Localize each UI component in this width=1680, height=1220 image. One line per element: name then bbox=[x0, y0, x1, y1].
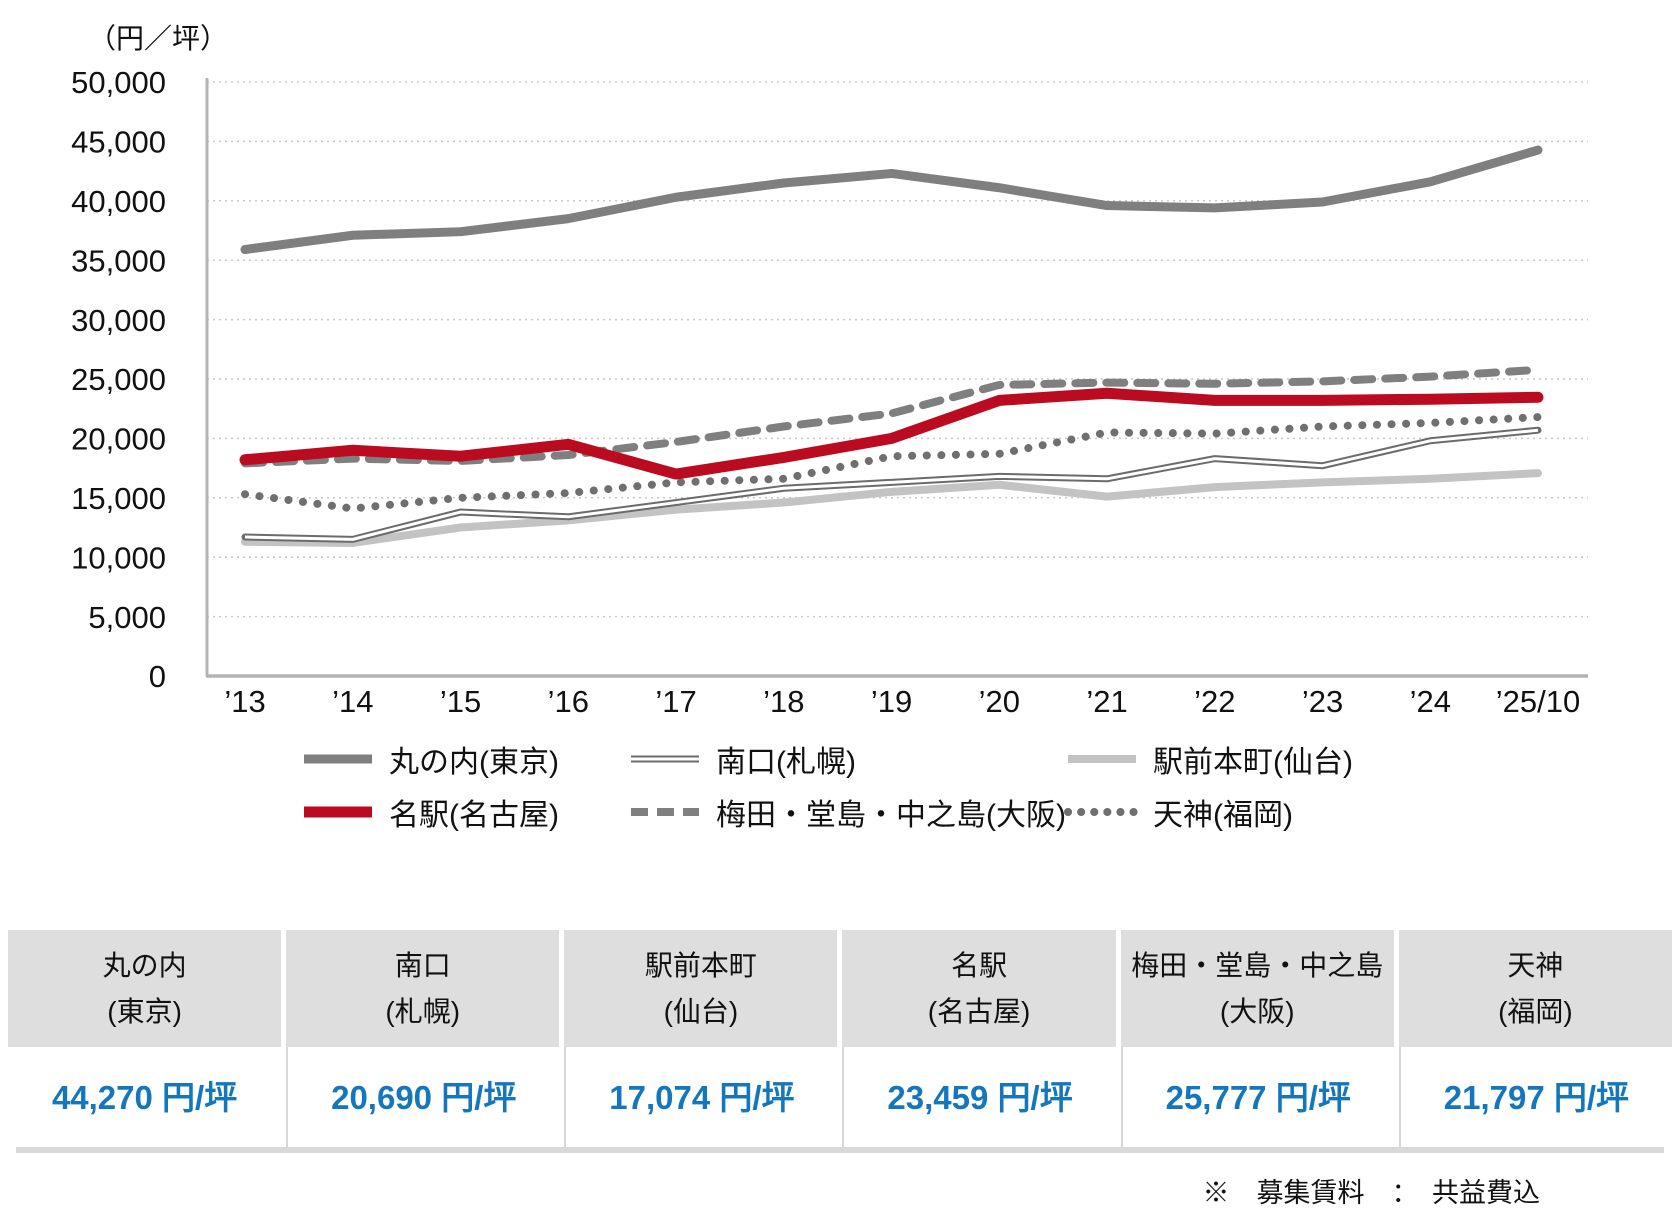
legend-label: 名駅(名古屋) bbox=[389, 798, 559, 832]
svg-text:10,000: 10,000 bbox=[71, 540, 166, 575]
rent-value-minamiguchi: 20,690 円/坪 bbox=[286, 1046, 560, 1147]
legend-item-minamiguchi-sapporo: 南口(札幌) bbox=[627, 737, 1064, 781]
legend-item-ekimaehoncho-sendai: 駅前本町(仙台) bbox=[1064, 737, 1680, 781]
legend-label: 南口(札幌) bbox=[716, 745, 856, 779]
table-bottom-rule bbox=[16, 1146, 1664, 1153]
svg-text:（円／坪）: （円／坪） bbox=[88, 23, 228, 54]
svg-text:20,000: 20,000 bbox=[71, 422, 166, 457]
svg-text:0: 0 bbox=[149, 659, 166, 694]
table-header-tenjin: 天神 (福岡) bbox=[1398, 930, 1672, 1047]
footnote: ※ 募集賃料 ： 共益費込 bbox=[1202, 1177, 1541, 1208]
svg-text:’24: ’24 bbox=[1410, 684, 1451, 719]
svg-text:40,000: 40,000 bbox=[71, 184, 166, 219]
svg-text:35,000: 35,000 bbox=[71, 243, 166, 278]
rent-value-meieki: 23,459 円/坪 bbox=[842, 1046, 1116, 1147]
svg-text:15,000: 15,000 bbox=[71, 481, 166, 516]
legend-item-umeda-dojima-nakanoshima-osaka: 梅田・堂島・中之島(大阪) bbox=[627, 790, 1066, 834]
line-swatch-double-gray bbox=[627, 750, 703, 768]
series-1 bbox=[241, 426, 1542, 543]
table-header-meieki: 名駅 (名古屋) bbox=[842, 930, 1116, 1047]
svg-text:’18: ’18 bbox=[763, 684, 804, 719]
table-header-row: 丸の内 (東京) 南口 (札幌) 駅前本町 (仙台) 名駅 (名古屋) 梅田・堂… bbox=[8, 930, 1672, 1047]
series-3 bbox=[239, 387, 1544, 480]
series-2 bbox=[241, 469, 1542, 547]
legend-label: 天神(福岡) bbox=[1153, 798, 1293, 832]
line-swatch-dashed-gray bbox=[627, 803, 703, 821]
svg-text:’21: ’21 bbox=[1086, 684, 1127, 719]
rent-value-ekimaehoncho: 17,074 円/坪 bbox=[564, 1046, 838, 1147]
rent-value-tenjin: 21,797 円/坪 bbox=[1398, 1046, 1672, 1147]
line-swatch-solid-gray bbox=[300, 750, 376, 768]
series-4 bbox=[241, 365, 1542, 468]
rent-value-umeda: 25,777 円/坪 bbox=[1120, 1046, 1394, 1147]
line-swatch-solid-red bbox=[300, 803, 376, 821]
legend-item-meieki-nagoya: 名駅(名古屋) bbox=[300, 790, 627, 834]
legend-item-marunouchi-tokyo: 丸の内(東京) bbox=[300, 737, 627, 781]
table-header-marunouchi: 丸の内 (東京) bbox=[8, 930, 282, 1047]
svg-text:5,000: 5,000 bbox=[88, 600, 166, 635]
svg-text:’14: ’14 bbox=[332, 684, 373, 719]
line-swatch-solid-lightgray bbox=[1064, 750, 1140, 768]
chart-legend: 丸の内(東京) 南口(札幌) 駅前本町(仙台) 名駅(名古屋) 梅田・堂島・中之… bbox=[300, 732, 1680, 838]
table-header-minamiguchi: 南口 (札幌) bbox=[286, 930, 560, 1047]
svg-text:’20: ’20 bbox=[979, 684, 1020, 719]
rent-trend-line-chart: 0 5,000 10,000 15,000 20,000 25,000 30,000 35,0… bbox=[71, 23, 1588, 719]
line-swatch-dotted-gray bbox=[1064, 803, 1140, 821]
svg-text:50,000: 50,000 bbox=[71, 65, 166, 100]
svg-text:’16: ’16 bbox=[548, 684, 589, 719]
legend-label: 梅田・堂島・中之島(大阪) bbox=[716, 798, 1066, 832]
rent-value-marunouchi: 44,270 円/坪 bbox=[8, 1046, 282, 1147]
legend-item-tenjin-fukuoka: 天神(福岡) bbox=[1064, 790, 1680, 834]
series-5 bbox=[241, 413, 1542, 513]
svg-text:’23: ’23 bbox=[1302, 684, 1343, 719]
svg-text:’15: ’15 bbox=[440, 684, 481, 719]
table-header-ekimaehoncho: 駅前本町 (仙台) bbox=[564, 930, 838, 1047]
svg-text:’13: ’13 bbox=[224, 684, 265, 719]
series-0 bbox=[240, 145, 1543, 255]
table-header-umeda: 梅田・堂島・中之島 (大阪) bbox=[1120, 930, 1394, 1047]
table-value-row: 44,270 円/坪 20,690 円/坪 17,074 円/坪 23,459 … bbox=[8, 1046, 1672, 1147]
svg-text:’25/10: ’25/10 bbox=[1496, 684, 1580, 719]
svg-text:’22: ’22 bbox=[1194, 684, 1235, 719]
svg-text:25,000: 25,000 bbox=[71, 362, 166, 397]
svg-text:45,000: 45,000 bbox=[71, 125, 166, 160]
legend-label: 駅前本町(仙台) bbox=[1153, 745, 1353, 779]
current-rent-table: 丸の内 (東京) 南口 (札幌) 駅前本町 (仙台) 名駅 (名古屋) 梅田・堂… bbox=[8, 930, 1672, 1153]
svg-text:’19: ’19 bbox=[871, 684, 912, 719]
svg-text:’17: ’17 bbox=[655, 684, 696, 719]
legend-label: 丸の内(東京) bbox=[389, 745, 559, 779]
svg-text:30,000: 30,000 bbox=[71, 303, 166, 338]
